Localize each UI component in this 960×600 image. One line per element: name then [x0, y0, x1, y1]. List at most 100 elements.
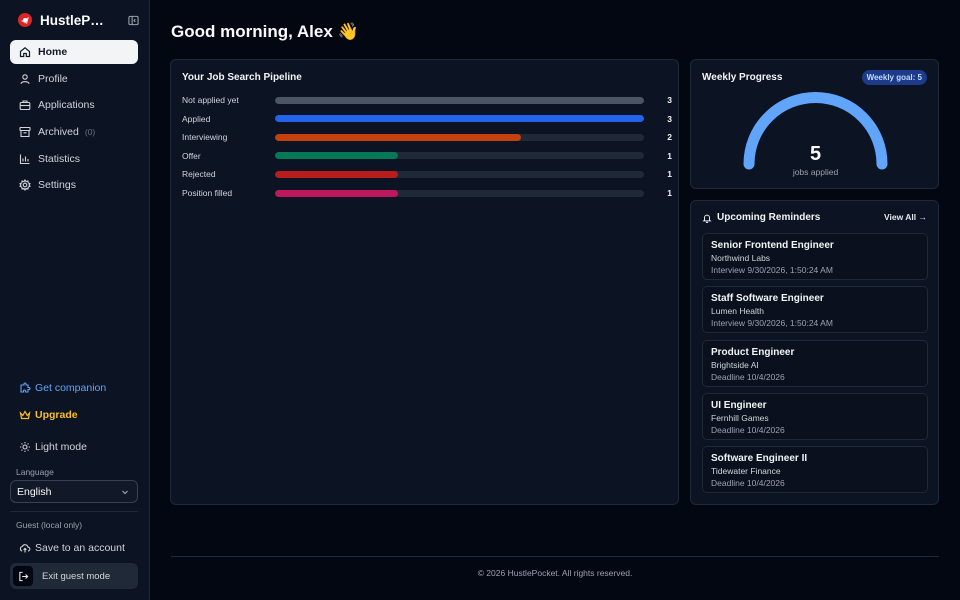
pipeline-bar-fill — [275, 152, 398, 160]
reminder-company: Northwind Labs — [711, 253, 771, 263]
weekly-progress-card: Weekly Progress Weekly goal: 5 5 jobs ap… — [690, 59, 939, 189]
jobs-applied-label: jobs applied — [792, 167, 839, 177]
pipeline-stage-count: 1 — [667, 150, 672, 161]
pipeline-bar-fill — [275, 96, 644, 104]
save-account-link[interactable]: Save to an account — [19, 542, 125, 554]
get-companion-link[interactable]: Get companion — [19, 382, 106, 394]
pipeline-row: Position filled 1 — [182, 187, 672, 199]
sidebar-item-applications[interactable]: Applications — [10, 93, 138, 117]
reminder-company: Lumen Health — [711, 306, 764, 317]
jobs-applied-count: 5 — [809, 143, 822, 165]
reminder-title: Senior Frontend Engineer — [711, 240, 834, 251]
sun-icon — [19, 441, 31, 453]
logout-icon — [13, 566, 33, 586]
theme-toggle[interactable]: Light mode — [19, 441, 87, 453]
progress-gauge — [743, 92, 888, 170]
pipeline-bar-fill — [275, 115, 644, 123]
reminder-title: Software Engineer II — [711, 453, 808, 465]
pipeline-bar-track — [275, 170, 644, 178]
collapse-sidebar-icon[interactable] — [126, 13, 140, 27]
home-icon — [19, 46, 31, 58]
reminder-title: Staff Software Engineer — [711, 293, 824, 305]
get-companion-label: Get companion — [35, 382, 107, 394]
language-value: English — [17, 485, 52, 498]
sidebar-nav: Home Profile Applications Archived (0) — [10, 40, 138, 200]
gauge-fill — [743, 92, 888, 170]
language-select[interactable]: English — [10, 480, 138, 503]
footer: © 2026 HustlePocket. All rights reserved… — [477, 568, 633, 578]
reminders-card: Upcoming Reminders View All → Senior Fro… — [690, 200, 939, 505]
sidebar-item-label: Settings — [38, 179, 76, 192]
cloud-upload-icon — [19, 542, 31, 554]
pipeline-stage-label: Applied — [182, 113, 211, 124]
view-all-link[interactable]: View All → — [884, 212, 927, 222]
pipeline-bar-fill — [275, 189, 398, 197]
pipeline-bar-track — [275, 152, 644, 160]
sidebar-divider — [10, 511, 138, 512]
reminder-date: Interview 9/30/2026, 1:50:24 AM — [711, 318, 833, 329]
reminder-company: Brightside AI — [711, 359, 759, 370]
pipeline-stage-count: 3 — [667, 95, 672, 105]
exit-guest-label: Exit guest mode — [42, 570, 111, 582]
language-label: Language — [16, 467, 54, 477]
app-name: HustlePocket — [40, 12, 112, 28]
pipeline-stage-label: Position filled — [182, 188, 233, 198]
pipeline-title: Your Job Search Pipeline — [182, 72, 302, 83]
pipeline-card: Your Job Search Pipeline Not applied yet… — [170, 59, 679, 505]
save-account-label: Save to an account — [35, 542, 125, 554]
gear-icon — [19, 179, 31, 192]
sidebar-item-home[interactable]: Home — [10, 40, 138, 64]
briefcase-icon — [19, 99, 31, 111]
sidebar-item-profile[interactable]: Profile — [10, 67, 138, 91]
pipeline-stage-count: 3 — [667, 113, 672, 124]
reminder-item[interactable]: Senior Frontend Engineer Northwind Labs In… — [702, 233, 928, 280]
brand[interactable]: HustlePocket — [16, 10, 140, 30]
pipeline-stage-count: 1 — [667, 188, 672, 198]
chevron-down-icon — [120, 487, 130, 497]
pipeline-stage-label: Rejected — [182, 169, 216, 180]
pipeline-row: Interviewing 2 — [182, 131, 672, 143]
weekly-goal-badge: Weekly goal: 5 — [861, 70, 927, 85]
sidebar-item-label: Home — [38, 46, 68, 58]
reminder-title: UI Engineer — [711, 399, 767, 411]
footer-divider — [171, 556, 939, 557]
pipeline-bar-track — [275, 189, 644, 197]
pipeline-stage-label: Interviewing — [182, 132, 228, 143]
pipeline-stage-count: 2 — [667, 132, 672, 143]
crown-icon — [19, 409, 31, 421]
pipeline-bar-fill — [275, 133, 521, 141]
sidebar-item-statistics[interactable]: Statistics — [10, 147, 138, 171]
sidebar-item-settings[interactable]: Settings — [10, 173, 138, 197]
pipeline-bar-track — [275, 133, 644, 141]
pipeline-bar-fill — [275, 170, 398, 178]
sidebar-item-label: Applications — [38, 99, 95, 112]
sidebar-item-label: Archived — [38, 126, 79, 139]
upgrade-label: Upgrade — [35, 409, 78, 421]
bar-chart-icon — [19, 153, 31, 165]
sidebar-item-label: Statistics — [38, 152, 81, 165]
pipeline-bar-track — [275, 96, 644, 104]
weekly-progress-title: Weekly Progress — [702, 72, 783, 83]
pipeline-stage-label: Not applied yet — [182, 95, 239, 105]
pipeline-stage-label: Offer — [182, 150, 201, 161]
reminder-date: Deadline 10/4/2026 — [711, 424, 785, 435]
sidebar-item-label: Profile — [38, 72, 68, 85]
pipeline-row: Not applied yet 3 — [182, 94, 672, 106]
page-title: Good morning, Alex 👋 — [171, 22, 359, 41]
reminder-title: Product Engineer — [711, 346, 795, 358]
reminder-item[interactable]: Product Engineer Brightside AI Deadline 10… — [702, 339, 928, 387]
reminder-item[interactable]: Staff Software Engineer Lumen Health Inter… — [702, 286, 928, 334]
archive-icon — [19, 126, 31, 138]
exit-guest-button[interactable]: Exit guest mode — [10, 563, 138, 589]
reminder-item[interactable]: UI Engineer Fernhill Games Deadline 10/4/2… — [702, 392, 928, 440]
upgrade-link[interactable]: Upgrade — [19, 409, 78, 421]
sidebar-item-archived[interactable]: Archived (0) — [10, 120, 138, 144]
reminders-header: Upcoming Reminders — [702, 212, 820, 223]
app-logo-icon — [16, 11, 34, 29]
pipeline-bar-track — [275, 115, 644, 123]
puzzle-icon — [19, 382, 31, 394]
pipeline-row: Applied 3 — [182, 113, 672, 125]
reminder-date: Interview 9/30/2026, 1:50:24 AM — [711, 265, 833, 275]
reminder-date: Deadline 10/4/2026 — [711, 478, 785, 489]
reminder-item[interactable]: Software Engineer II Tidewater Finance Dea… — [702, 446, 928, 494]
